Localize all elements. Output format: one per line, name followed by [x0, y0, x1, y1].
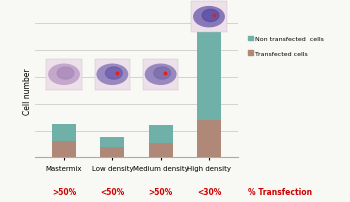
Circle shape: [146, 65, 176, 85]
Bar: [149, 143, 173, 158]
FancyBboxPatch shape: [143, 59, 178, 90]
Bar: [197, 120, 221, 158]
Legend: Non transfected  cells, Transfected cells: Non transfected cells, Transfected cells: [245, 34, 327, 59]
Circle shape: [49, 65, 79, 85]
FancyBboxPatch shape: [47, 59, 82, 90]
Text: % Transfection: % Transfection: [248, 187, 312, 196]
FancyBboxPatch shape: [191, 2, 226, 33]
Ellipse shape: [202, 10, 219, 22]
Bar: [149, 126, 173, 143]
Bar: [52, 142, 76, 158]
Bar: [100, 147, 124, 158]
Circle shape: [97, 65, 127, 85]
Text: >50%: >50%: [52, 187, 76, 196]
Y-axis label: Cell number: Cell number: [23, 68, 32, 114]
Text: >50%: >50%: [148, 187, 173, 196]
Bar: [100, 138, 124, 147]
Ellipse shape: [105, 68, 122, 80]
FancyBboxPatch shape: [95, 59, 130, 90]
Ellipse shape: [154, 68, 170, 80]
Bar: [52, 124, 76, 142]
Circle shape: [194, 7, 224, 27]
Text: <50%: <50%: [100, 187, 125, 196]
Bar: [197, 29, 221, 120]
Text: <30%: <30%: [197, 187, 221, 196]
Ellipse shape: [57, 68, 74, 80]
